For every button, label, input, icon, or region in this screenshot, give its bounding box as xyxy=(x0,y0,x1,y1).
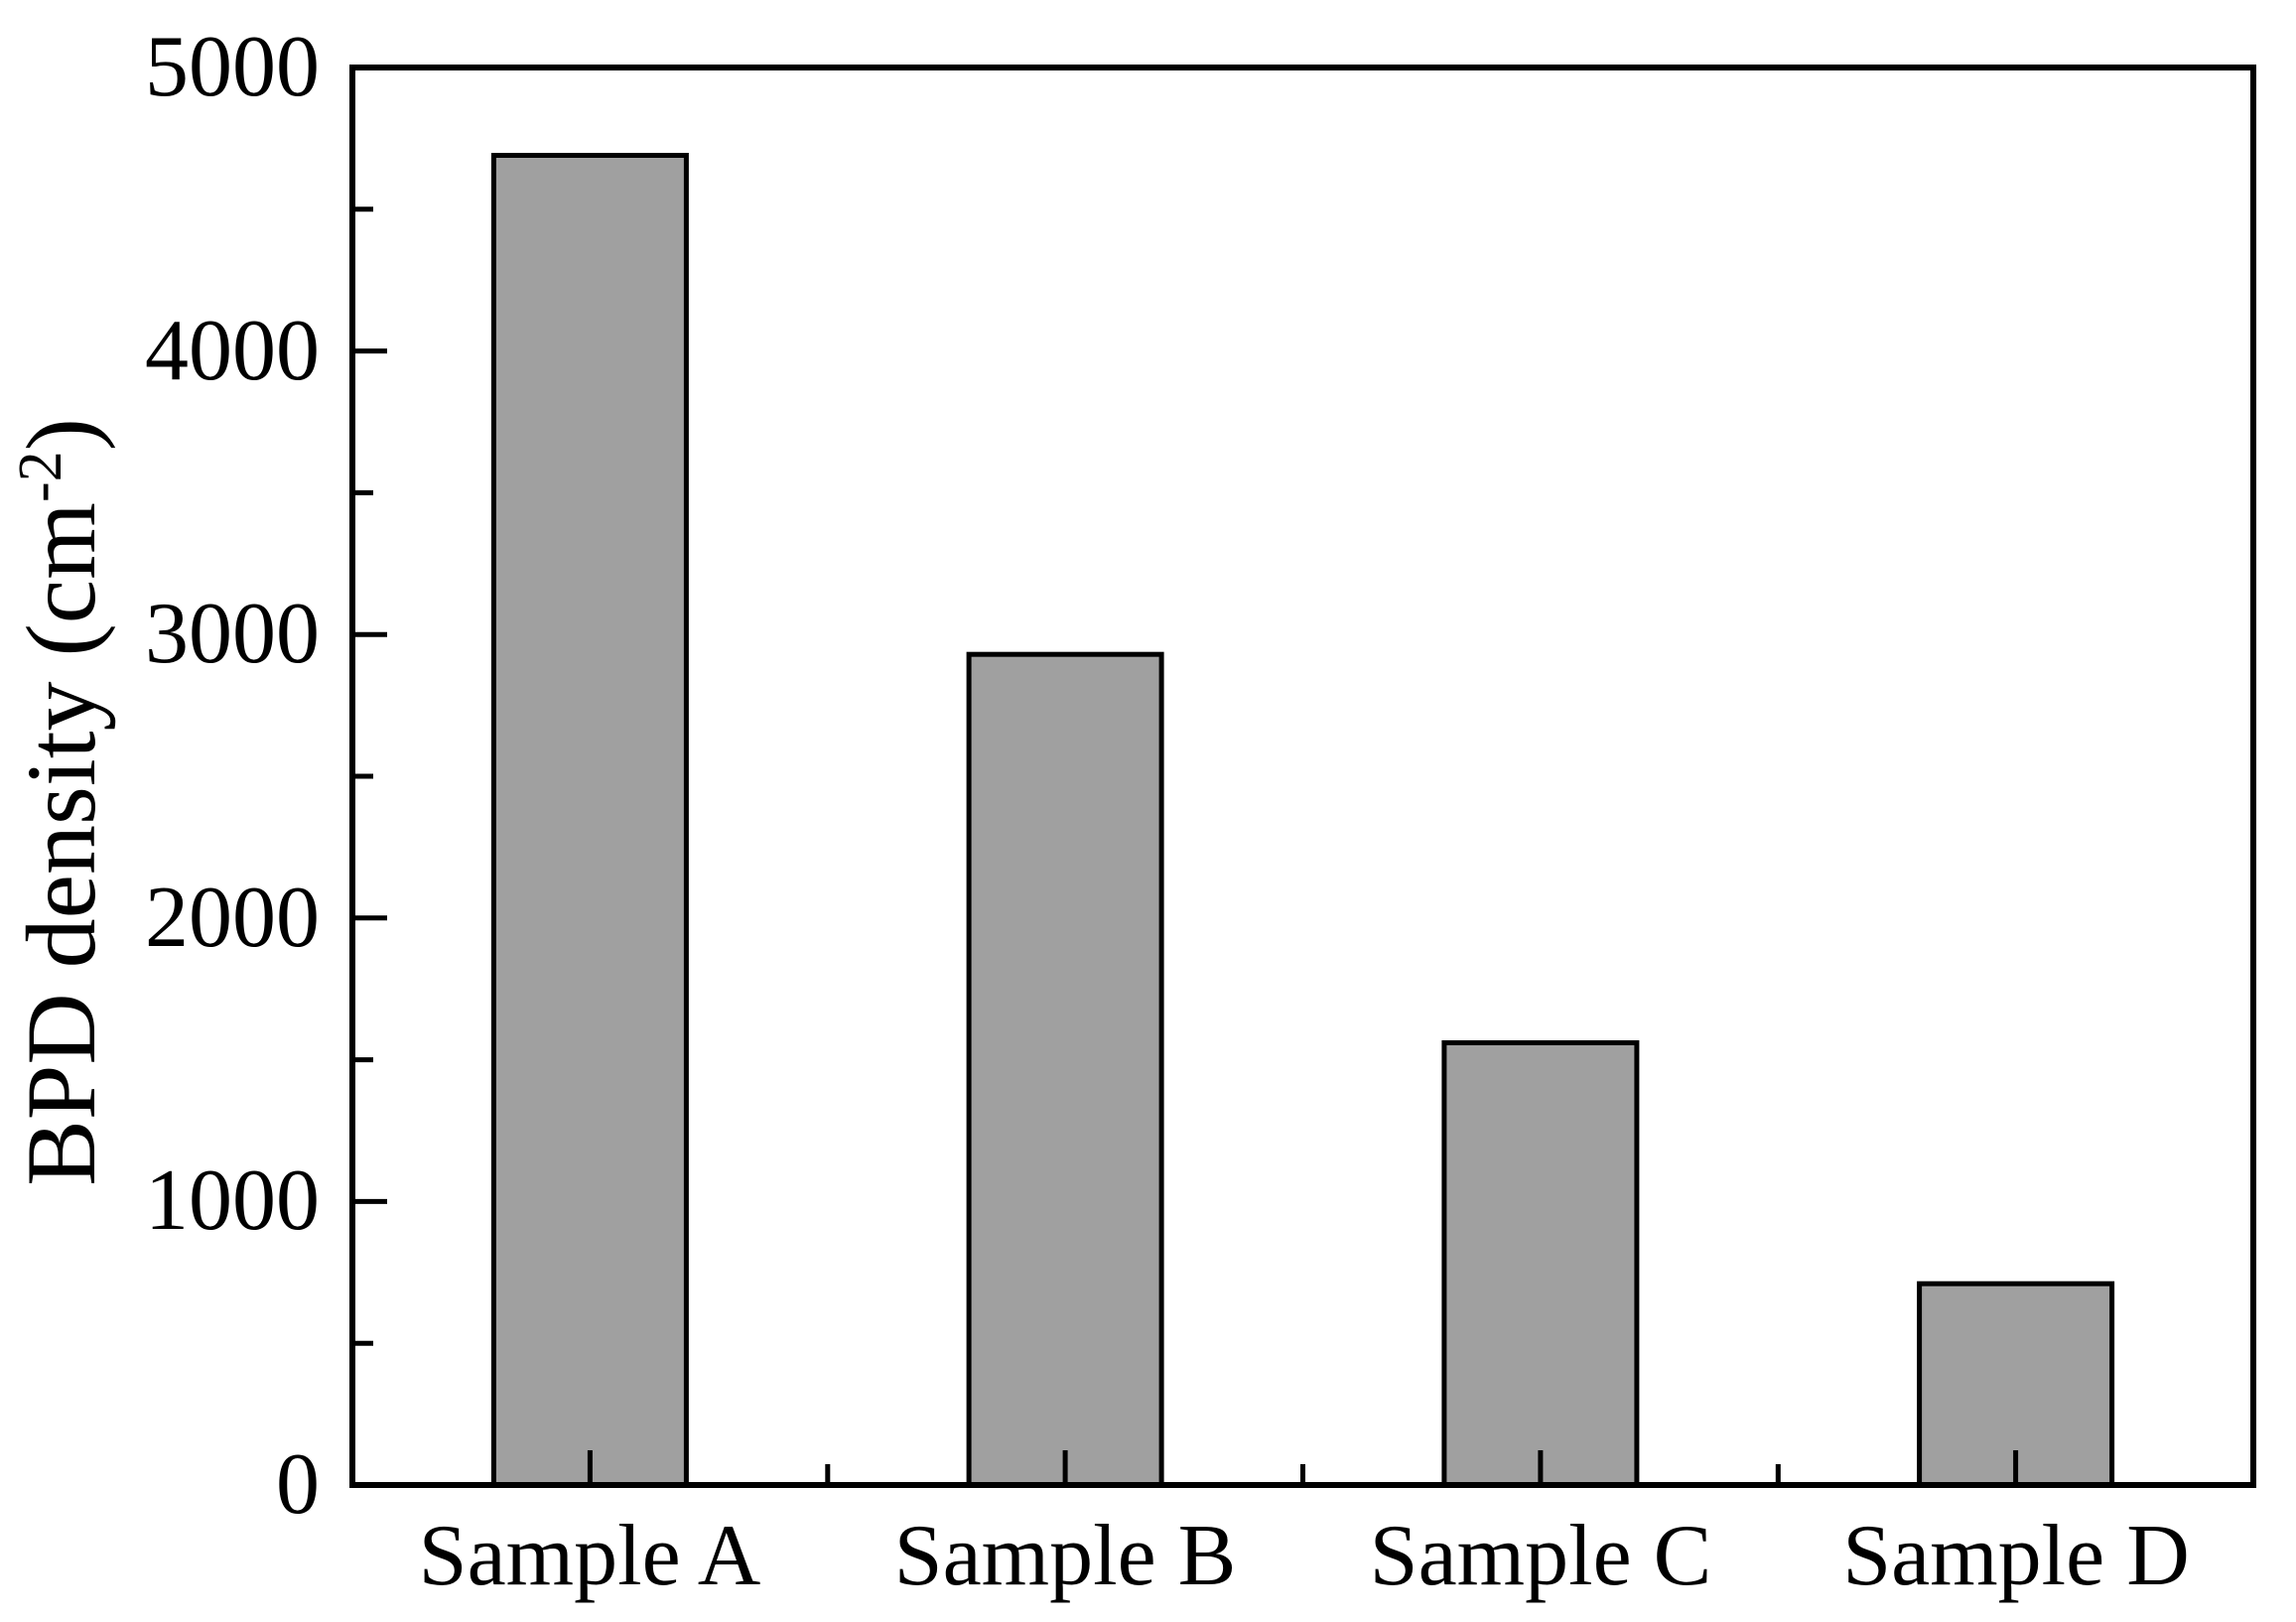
y-tick-label-4000: 4000 xyxy=(145,303,320,399)
y-tick-label-5000: 5000 xyxy=(145,19,320,115)
y-tick-label-3000: 3000 xyxy=(145,586,320,682)
x-tick-label-sample-b: Sample B xyxy=(893,1508,1237,1604)
y-tick-label-0: 0 xyxy=(276,1436,320,1533)
x-tick-label-sample-a: Sample A xyxy=(418,1508,761,1604)
y-tick-label-1000: 1000 xyxy=(145,1152,320,1249)
y-axis-title-close: ) xyxy=(6,418,116,452)
bar-sample-c xyxy=(1441,1040,1640,1488)
bar-sample-a xyxy=(490,153,689,1488)
y-axis-title: BPD density (cm-2) xyxy=(6,418,116,1186)
y-axis-title-exponent: -2 xyxy=(6,451,74,503)
x-tick-label-sample-c: Sample C xyxy=(1369,1508,1712,1604)
y-axis-title-text: BPD density (cm xyxy=(6,502,116,1186)
bar-sample-b xyxy=(966,651,1164,1488)
plot-frame xyxy=(349,65,2256,1488)
y-tick-label-2000: 2000 xyxy=(145,870,320,966)
x-tick-label-sample-d: Sample D xyxy=(1842,1508,2190,1604)
